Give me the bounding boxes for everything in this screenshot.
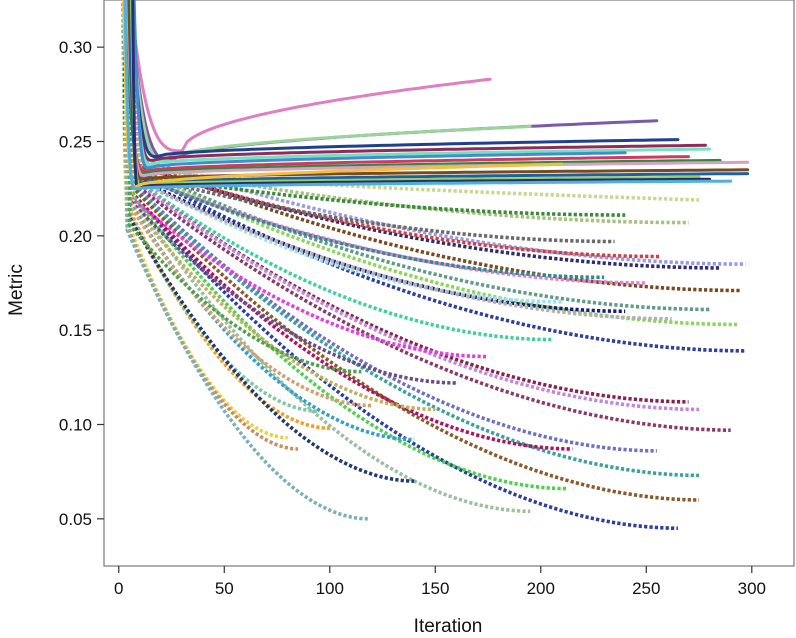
x-tick-label: 250 [632,579,660,598]
y-tick-label: 0.15 [59,321,92,340]
series-line [129,0,680,159]
series-line [129,0,689,404]
series-line [124,0,700,478]
series-line [127,0,362,374]
series-line [131,0,647,285]
y-axis: 0.05 0.10 0.15 0.20 0.25 0.30 [59,38,104,529]
x-axis-title: Iteration [414,616,483,637]
series-group [120,0,750,531]
x-axis: 0 50 100 150 200 250 300 [114,566,766,598]
series-line [131,0,712,166]
y-tick-label: 0.20 [59,227,92,246]
x-tick-label: 200 [527,579,555,598]
y-axis-title: Metric [6,264,27,316]
series-line [122,0,605,280]
series-line [130,0,700,412]
series-line [130,0,707,162]
y-tick-label: 0.10 [59,416,92,435]
x-tick-label: 0 [114,579,123,598]
series-line [125,0,368,521]
x-tick-label: 100 [316,579,344,598]
series-line [127,0,415,442]
series-line [123,0,733,191]
y-tick-label: 0.05 [59,510,92,529]
series-line [122,0,415,483]
series-line [126,0,746,266]
series-line [129,0,532,162]
y-tick-label: 0.30 [59,38,92,57]
series-line [132,0,627,170]
series-line [127,0,678,531]
series-line [128,0,492,153]
series-line [122,0,489,359]
y-tick-label: 0.25 [59,133,92,152]
series-line [131,0,712,189]
x-tick-label: 150 [421,579,449,598]
x-tick-label: 50 [215,579,234,598]
x-tick-label: 300 [738,579,766,598]
